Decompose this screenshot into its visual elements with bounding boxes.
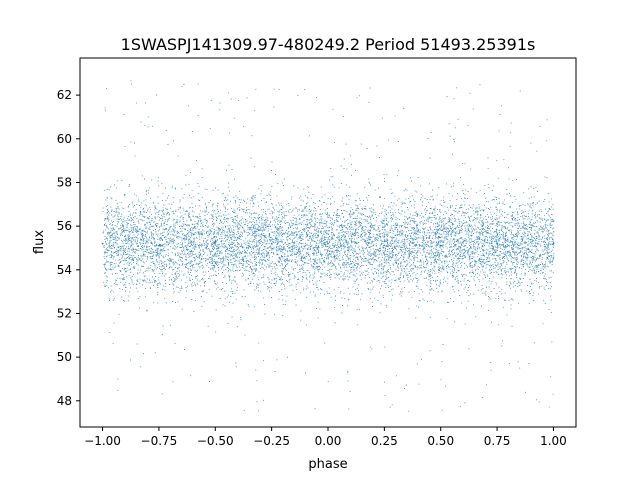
data-point xyxy=(496,242,498,245)
data-point xyxy=(158,244,160,247)
y-tick-label: 58 xyxy=(57,175,72,189)
y-tick-label: 48 xyxy=(57,394,72,408)
data-point xyxy=(214,240,217,243)
x-tick-label: −0.50 xyxy=(197,434,234,448)
x-tick-label: 1.00 xyxy=(540,434,567,448)
flux-scatter-points xyxy=(102,80,555,412)
y-tick-label: 54 xyxy=(57,263,72,277)
y-tick-label: 56 xyxy=(57,219,72,233)
y-tick-label: 50 xyxy=(57,350,72,364)
x-tick-label: −1.00 xyxy=(84,434,121,448)
x-tick-label: 0.50 xyxy=(427,434,454,448)
x-axis-label: phase xyxy=(308,457,347,472)
data-point xyxy=(552,242,555,245)
data-point xyxy=(327,242,329,245)
y-axis: 48 50 52 54 56 58 60 62 xyxy=(57,88,80,408)
y-tick-label: 60 xyxy=(57,132,72,146)
data-point xyxy=(383,240,386,243)
y-tick-label: 52 xyxy=(57,306,72,320)
data-point xyxy=(439,244,442,247)
data-point xyxy=(270,242,273,245)
data-point xyxy=(101,242,104,245)
x-tick-label: −0.25 xyxy=(253,434,290,448)
chart-title: 1SWASPJ141309.97-480249.2 Period 51493.2… xyxy=(121,35,536,54)
x-tick-label: 0.00 xyxy=(315,434,342,448)
x-tick-label: −0.75 xyxy=(141,434,178,448)
x-tick-label: 0.25 xyxy=(371,434,398,448)
x-tick-label: 0.75 xyxy=(484,434,511,448)
y-tick-label: 62 xyxy=(57,88,72,102)
data-points xyxy=(101,80,555,412)
x-axis: −1.00 −0.75 −0.50 −0.25 0.00 0.25 0.50 0.75 1.00 xyxy=(84,427,567,448)
y-axis-label: flux xyxy=(32,230,47,254)
